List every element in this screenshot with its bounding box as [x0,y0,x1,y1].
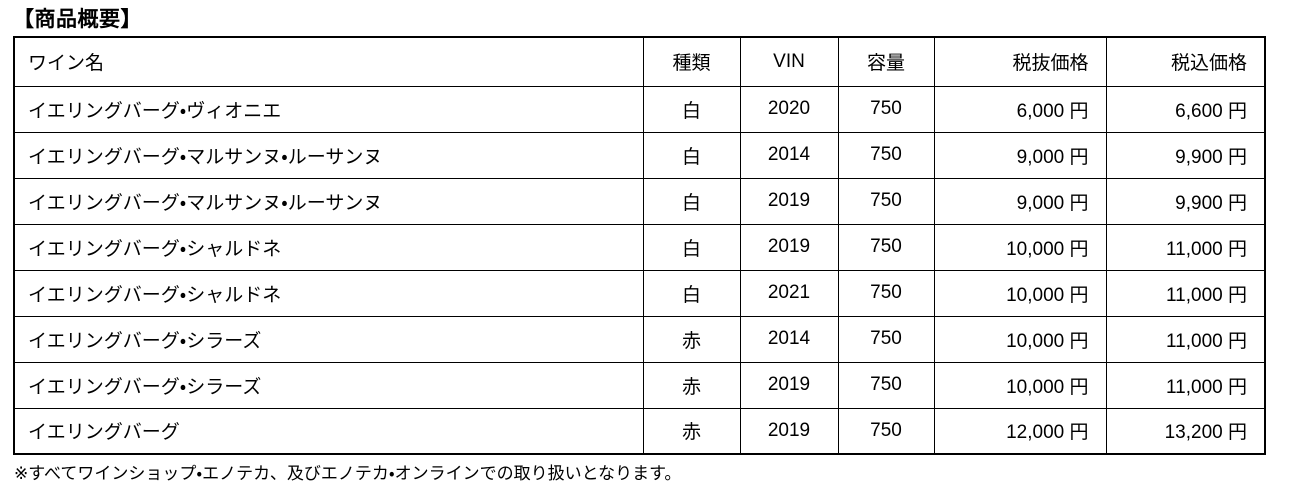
price-excl-tax-cell: 10,000 円 [933,361,1107,409]
price-incl-tax-cell: 11,000 円 [1105,223,1266,271]
table-row: イエリングバーグ・シャルドネ 白 2021 750 10,000 円 11,00… [13,269,1266,317]
table-row: イエリングバーグ・マルサンヌ・ルーサンヌ 白 2019 750 9,000 円 … [13,177,1266,225]
vintage-cell: 2019 [739,361,839,409]
header-vintage: VIN [739,36,839,87]
type-cell: 白 [642,131,741,179]
volume-cell: 750 [837,407,935,455]
type-cell: 白 [642,269,741,317]
wine-name-cell: イエリングバーグ・シラーズ [13,315,644,363]
type-cell: 赤 [642,407,741,455]
table-row: イエリングバーグ・ヴィオニエ 白 2020 750 6,000 円 6,600 … [13,85,1266,133]
price-incl-tax-cell: 11,000 円 [1105,315,1266,363]
vintage-cell: 2019 [739,407,839,455]
price-incl-tax-cell: 13,200 円 [1105,407,1266,455]
price-excl-tax-cell: 10,000 円 [933,223,1107,271]
volume-cell: 750 [837,223,935,271]
wine-name-cell: イエリングバーグ [13,407,644,455]
vintage-cell: 2020 [739,85,839,133]
price-incl-tax-cell: 9,900 円 [1105,177,1266,225]
price-incl-tax-cell: 6,600 円 [1105,85,1266,133]
price-incl-tax-cell: 11,000 円 [1105,361,1266,409]
price-excl-tax-cell: 10,000 円 [933,269,1107,317]
table-row: イエリングバーグ・シラーズ 赤 2019 750 10,000 円 11,000… [13,361,1266,409]
wine-name-cell: イエリングバーグ・シャルドネ [13,223,644,271]
volume-cell: 750 [837,85,935,133]
table-row: イエリングバーグ・マルサンヌ・ルーサンヌ 白 2014 750 9,000 円 … [13,131,1266,179]
volume-cell: 750 [837,361,935,409]
wine-name-cell: イエリングバーグ・マルサンヌ・ルーサンヌ [13,131,644,179]
header-price-excl-tax: 税抜価格 [933,36,1107,87]
table-row: イエリングバーグ・シャルドネ 白 2019 750 10,000 円 11,00… [13,223,1266,271]
table-header: ワイン名 種類 VIN 容量 税抜価格 税込価格 [13,36,1266,87]
price-incl-tax-cell: 9,900 円 [1105,131,1266,179]
header-volume: 容量 [837,36,935,87]
price-excl-tax-cell: 9,000 円 [933,131,1107,179]
type-cell: 赤 [642,315,741,363]
table-body: イエリングバーグ・ヴィオニエ 白 2020 750 6,000 円 6,600 … [13,85,1266,455]
price-excl-tax-cell: 12,000 円 [933,407,1107,455]
product-overview-table: ワイン名 種類 VIN 容量 税抜価格 税込価格 イエリングバーグ・ヴィオニエ … [13,36,1266,455]
header-wine-name: ワイン名 [13,36,644,87]
wine-name-cell: イエリングバーグ・ヴィオニエ [13,85,644,133]
vintage-cell: 2014 [739,131,839,179]
type-cell: 白 [642,177,741,225]
section-title: 【商品概要】 [13,8,142,31]
vintage-cell: 2019 [739,223,839,271]
type-cell: 赤 [642,361,741,409]
type-cell: 白 [642,85,741,133]
header-type: 種類 [642,36,741,87]
table-row: イエリングバーグ 赤 2019 750 12,000 円 13,200 円 [13,407,1266,455]
volume-cell: 750 [837,315,935,363]
wine-name-cell: イエリングバーグ・マルサンヌ・ルーサンヌ [13,177,644,225]
volume-cell: 750 [837,131,935,179]
header-price-incl-tax: 税込価格 [1105,36,1266,87]
table-row: イエリングバーグ・シラーズ 赤 2014 750 10,000 円 11,000… [13,315,1266,363]
vintage-cell: 2014 [739,315,839,363]
footnote: ※すべてワインショップ・エノテカ、及びエノテカ・オンラインでの取り扱いとなります… [14,464,682,483]
price-excl-tax-cell: 9,000 円 [933,177,1107,225]
volume-cell: 750 [837,269,935,317]
table-header-row: ワイン名 種類 VIN 容量 税抜価格 税込価格 [13,36,1266,87]
vintage-cell: 2019 [739,177,839,225]
type-cell: 白 [642,223,741,271]
wine-name-cell: イエリングバーグ・シラーズ [13,361,644,409]
price-incl-tax-cell: 11,000 円 [1105,269,1266,317]
vintage-cell: 2021 [739,269,839,317]
volume-cell: 750 [837,177,935,225]
price-excl-tax-cell: 6,000 円 [933,85,1107,133]
price-excl-tax-cell: 10,000 円 [933,315,1107,363]
wine-name-cell: イエリングバーグ・シャルドネ [13,269,644,317]
